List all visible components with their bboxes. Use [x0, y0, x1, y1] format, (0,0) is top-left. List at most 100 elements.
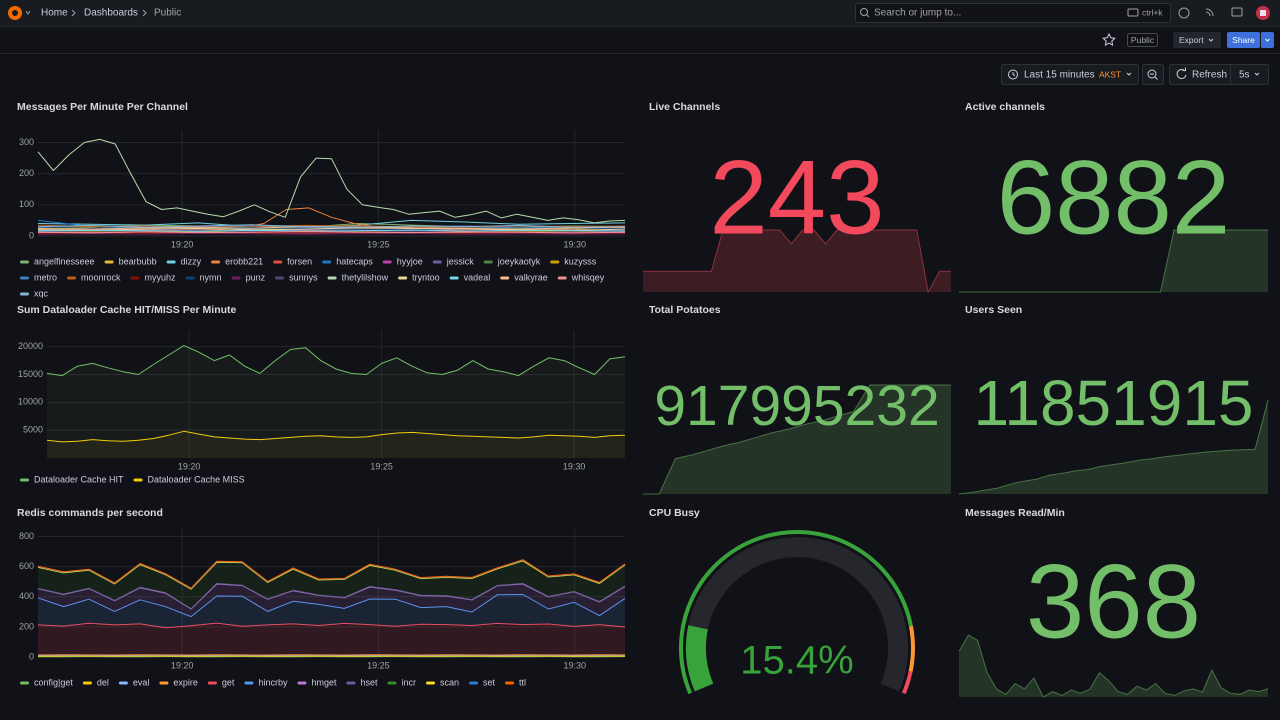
share-label[interactable]: Share [1232, 35, 1255, 45]
kiosk-icon[interactable] [1231, 7, 1243, 17]
sparkline-area [959, 635, 1268, 697]
panel-title: Live Channels [649, 101, 720, 113]
panel [961, 501, 1266, 701]
legend-label[interactable]: hyyjoe [397, 256, 423, 266]
threshold-band [679, 529, 913, 695]
time-picker[interactable] [1001, 64, 1139, 85]
stat-value: 243 [709, 140, 884, 257]
legend-swatch [322, 260, 332, 264]
legend-label[interactable]: sunnys [289, 272, 318, 282]
share-button[interactable] [1227, 32, 1260, 48]
refresh-picker[interactable] [1169, 64, 1269, 85]
legend-label[interactable]: nymn [200, 272, 222, 282]
sparkline [643, 384, 951, 495]
y-tick-label: 0 [29, 230, 34, 240]
legend-swatch [104, 260, 114, 264]
legend-label[interactable]: valkyrae [514, 272, 548, 282]
legend-label[interactable]: scan [440, 677, 459, 687]
y-tick-label: 100 [19, 199, 34, 209]
news-icon[interactable] [1205, 8, 1214, 17]
export-button[interactable] [1173, 32, 1221, 48]
legend-label[interactable]: eval [133, 677, 150, 687]
legend-label[interactable]: moonrock [81, 272, 121, 282]
legend-label[interactable]: del [97, 677, 109, 687]
panel [2, 501, 631, 701]
sparkline [958, 634, 1269, 698]
sparkline-area [959, 400, 1268, 494]
y-tick-label: 300 [19, 137, 34, 147]
legend-label[interactable]: angelfinesseee [34, 256, 95, 266]
legend-label[interactable]: joeykaotyk [497, 256, 541, 266]
legend-label[interactable]: hset [360, 677, 378, 687]
legend-label[interactable]: bearbubb [119, 256, 157, 266]
legend-label[interactable]: incr [401, 677, 416, 687]
series-line [37, 138, 626, 224]
panel-title: Messages Read/Min [965, 507, 1065, 519]
legend-swatch [166, 260, 176, 264]
legend-label[interactable]: hmget [311, 677, 337, 687]
zoom-icon [1154, 76, 1158, 80]
legend-label[interactable]: kuzysss [564, 256, 597, 266]
search-box[interactable] [855, 3, 1171, 23]
legend-label[interactable]: dizzy [181, 256, 202, 266]
series-line [37, 559, 626, 589]
legend-label[interactable]: Dataloader Cache MISS [148, 474, 245, 484]
breadcrumb[interactable]: Home [41, 8, 68, 19]
legend-swatch [211, 260, 221, 264]
share-menu[interactable] [1261, 32, 1274, 48]
refresh-icon [1176, 68, 1187, 79]
star-icon[interactable] [1102, 32, 1116, 47]
legend-label[interactable]: Dataloader Cache HIT [34, 474, 124, 484]
legend-label[interactable]: ttl [519, 677, 526, 687]
refresh-icon [1182, 67, 1186, 71]
refresh-interval[interactable]: 5s [1239, 70, 1250, 81]
legend-label[interactable]: erobb221 [225, 256, 263, 266]
x-tick-label: 19:30 [563, 239, 586, 249]
legend-label[interactable]: get [222, 677, 235, 687]
legend-label[interactable]: set [483, 677, 496, 687]
legend-label[interactable]: tryntoo [412, 272, 440, 282]
legend-swatch [130, 276, 140, 280]
export-label[interactable]: Export [1179, 35, 1204, 45]
sparkline-area [959, 230, 1268, 292]
menu-caret[interactable] [25, 10, 31, 15]
legend-label[interactable]: vadeal [464, 272, 491, 282]
legend-label[interactable]: punz [246, 272, 266, 282]
stacked-area [38, 584, 625, 617]
y-tick-label: 0 [29, 651, 34, 661]
legend-label[interactable]: metro [34, 272, 57, 282]
legend-label[interactable]: config|get [34, 677, 73, 687]
gauge-label: 15.4% [740, 639, 853, 683]
legend-swatch [387, 681, 397, 685]
legend-label[interactable]: whisqey [571, 272, 605, 282]
legend-swatch [505, 681, 515, 685]
legend-label[interactable]: forsen [287, 256, 312, 266]
series-line [37, 594, 626, 618]
help-icon[interactable] [1178, 7, 1190, 19]
panel-title: Users Seen [965, 304, 1022, 316]
threshold-band [901, 671, 913, 695]
breadcrumb[interactable]: Dashboards [84, 8, 138, 19]
legend-swatch [426, 681, 435, 685]
legend-label[interactable]: hatecaps [336, 256, 373, 266]
refresh-label[interactable]: Refresh [1192, 70, 1227, 81]
legend-label[interactable]: myyuhz [145, 272, 177, 282]
search-placeholder[interactable]: Search or jump to... [874, 8, 961, 19]
timeseries-panel: 0 200 400 600 800 19:20 19:25 19:30 config|get de… [19, 529, 626, 687]
legend-label[interactable]: hincrby [258, 677, 288, 687]
panel [2, 298, 631, 498]
panel-title: Sum Dataloader Cache HIT/MISS Per Minute [17, 304, 237, 316]
legend-swatch [550, 260, 560, 264]
legend-swatch [133, 478, 143, 482]
stat-panel: 243 [643, 140, 951, 294]
legend-label[interactable]: xqc [34, 288, 49, 298]
time-range[interactable]: Last 15 minutes [1024, 70, 1095, 81]
area [47, 431, 625, 458]
legend-label[interactable]: thetylilshow [342, 272, 389, 282]
legend-swatch [244, 681, 254, 685]
legend-swatch [346, 681, 356, 685]
legend-label[interactable]: expire [173, 677, 198, 687]
legend-label[interactable]: jessick [446, 256, 475, 266]
stat-panel: 368 [958, 544, 1269, 698]
x-tick-label: 19:25 [367, 239, 390, 249]
